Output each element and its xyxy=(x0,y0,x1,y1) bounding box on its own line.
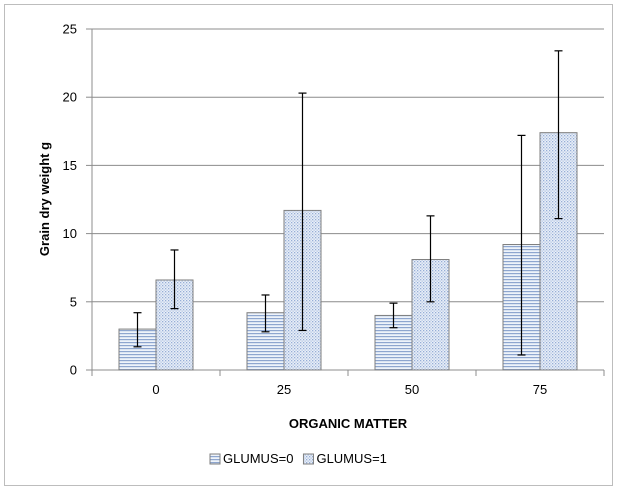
x-tick-labels: 0 25 50 75 xyxy=(152,382,547,397)
y-tick-label: 10 xyxy=(63,226,77,241)
legend: GLUMUS=0 GLUMUS=1 xyxy=(209,451,387,466)
legend-swatch xyxy=(302,453,314,465)
x-axis-title: ORGANIC MATTER xyxy=(289,416,408,431)
bars xyxy=(118,132,578,371)
legend-label: GLUMUS=0 xyxy=(223,451,293,466)
y-tick-label: 15 xyxy=(63,158,77,173)
legend-swatch xyxy=(209,453,221,465)
y-axis-title: Grain dry weight g xyxy=(37,142,52,256)
y-tick-label: 5 xyxy=(70,294,77,309)
y-tick-label: 0 xyxy=(70,363,77,378)
x-tick-label: 25 xyxy=(277,382,291,397)
x-tick-label: 75 xyxy=(533,382,547,397)
y-tick-labels: 0 5 10 15 20 25 xyxy=(63,22,77,378)
legend-label: GLUMUS=1 xyxy=(316,451,386,466)
x-tick-label: 0 xyxy=(152,382,159,397)
y-tick-label: 20 xyxy=(63,90,77,105)
y-tick-label: 25 xyxy=(63,22,77,37)
error-bars xyxy=(133,50,563,356)
x-tick-label: 50 xyxy=(405,382,419,397)
